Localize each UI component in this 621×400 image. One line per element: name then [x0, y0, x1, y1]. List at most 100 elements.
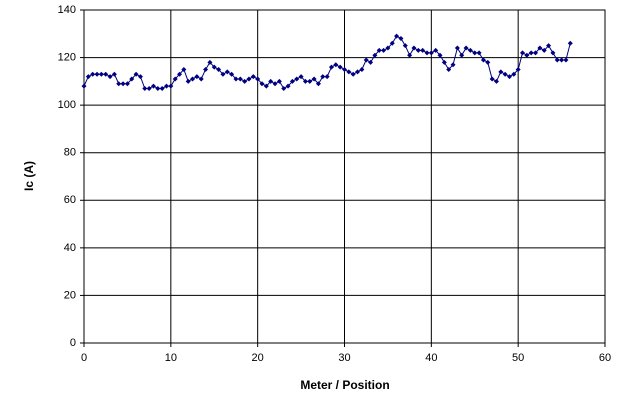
marker — [220, 71, 226, 77]
marker — [129, 76, 135, 82]
marker — [480, 57, 486, 63]
marker — [150, 83, 156, 89]
marker — [242, 78, 248, 84]
marker — [446, 66, 452, 72]
marker — [381, 47, 387, 53]
marker — [85, 74, 91, 80]
marker — [94, 71, 100, 77]
y-axis-title: Ic (A) — [22, 161, 36, 191]
marker — [424, 50, 430, 56]
marker — [346, 69, 352, 75]
marker — [268, 78, 274, 84]
marker — [450, 62, 456, 68]
marker — [229, 71, 235, 77]
marker — [224, 69, 230, 75]
marker — [398, 36, 404, 42]
x-tick-label: 0 — [81, 352, 87, 364]
marker — [524, 52, 530, 58]
y-tick-label: 100 — [58, 99, 76, 111]
marker — [376, 47, 382, 53]
marker — [289, 78, 295, 84]
marker — [124, 81, 130, 87]
marker — [554, 57, 560, 63]
marker — [281, 85, 287, 91]
marker — [567, 40, 573, 46]
marker — [116, 81, 122, 87]
marker — [350, 71, 356, 77]
marker — [368, 59, 374, 65]
marker — [103, 71, 109, 77]
marker — [211, 64, 217, 70]
marker — [411, 45, 417, 51]
marker — [246, 76, 252, 82]
marker — [307, 78, 313, 84]
x-tick-label: 10 — [165, 352, 177, 364]
marker — [250, 74, 256, 80]
marker — [172, 76, 178, 82]
marker — [255, 76, 261, 82]
marker — [263, 83, 269, 89]
marker — [298, 74, 304, 80]
y-tick-label: 140 — [58, 4, 76, 16]
marker — [133, 71, 139, 77]
marker — [142, 85, 148, 91]
marker — [168, 83, 174, 89]
y-tick-label: 20 — [64, 289, 76, 301]
marker — [441, 59, 447, 65]
marker — [454, 45, 460, 51]
y-tick-label: 40 — [64, 242, 76, 254]
marker — [320, 74, 326, 80]
marker — [428, 50, 434, 56]
marker — [137, 74, 143, 80]
marker — [385, 45, 391, 51]
marker — [259, 81, 265, 87]
marker — [276, 78, 282, 84]
marker — [459, 52, 465, 58]
marker — [433, 47, 439, 53]
marker — [515, 66, 521, 72]
y-tick-label: 60 — [64, 194, 76, 206]
marker — [324, 74, 330, 80]
marker — [315, 81, 321, 87]
marker — [311, 76, 317, 82]
x-tick-label: 40 — [425, 352, 437, 364]
y-tick-label: 0 — [70, 337, 76, 349]
marker — [415, 47, 421, 53]
marker — [285, 83, 291, 89]
marker — [185, 78, 191, 84]
marker — [90, 71, 96, 77]
marker — [98, 71, 104, 77]
marker — [81, 83, 87, 89]
marker — [120, 81, 126, 87]
marker — [333, 62, 339, 68]
marker — [163, 83, 169, 89]
marker — [146, 85, 152, 91]
marker — [107, 74, 113, 80]
marker — [194, 74, 200, 80]
marker — [342, 66, 347, 72]
marker — [389, 40, 395, 46]
marker — [472, 50, 478, 56]
marker — [198, 76, 204, 82]
marker — [272, 81, 278, 87]
marker — [177, 71, 183, 77]
marker — [402, 43, 408, 49]
x-tick-label: 50 — [512, 352, 524, 364]
marker — [294, 76, 300, 82]
marker — [533, 50, 539, 56]
marker — [237, 76, 243, 82]
marker — [363, 57, 369, 63]
marker — [359, 66, 365, 72]
marker — [489, 76, 495, 82]
marker — [328, 64, 334, 70]
marker — [511, 71, 517, 77]
marker — [207, 59, 213, 65]
marker — [190, 76, 196, 82]
marker — [559, 57, 565, 63]
x-tick-label: 30 — [338, 352, 350, 364]
marker — [485, 59, 491, 65]
marker — [528, 50, 534, 56]
marker — [355, 69, 361, 75]
marker — [420, 47, 426, 53]
